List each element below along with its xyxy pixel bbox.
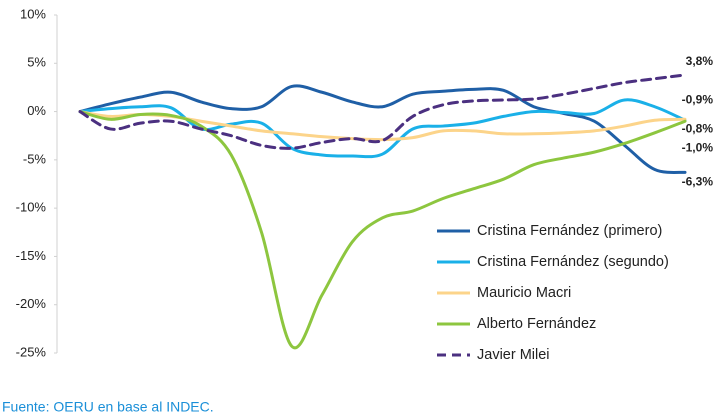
legend-label: Javier Milei <box>477 347 550 363</box>
y-tick-label: 0% <box>27 103 46 118</box>
legend-label: Mauricio Macri <box>477 285 571 301</box>
y-tick-label: -20% <box>16 296 47 311</box>
value-label: -0,8% <box>682 121 714 135</box>
series-line <box>78 84 687 174</box>
value-label: -1,0% <box>682 140 714 154</box>
y-tick-label: -10% <box>16 200 47 215</box>
series-line <box>78 110 687 350</box>
legend-label: Cristina Fernández (segundo) <box>477 254 669 270</box>
series-line <box>78 98 687 159</box>
source: Fuente: OERU en base al INDEC. <box>2 399 214 415</box>
series-line <box>78 73 687 150</box>
y-tick-label: 5% <box>27 55 46 70</box>
y-tick-label: 10% <box>20 6 46 21</box>
y-tick-label: -5% <box>23 151 47 166</box>
y-tick-label: -25% <box>16 344 47 359</box>
value-label: -0,9% <box>682 92 714 106</box>
legend-label: Cristina Fernández (primero) <box>477 223 662 239</box>
legend-label: Alberto Fernández <box>477 316 596 332</box>
value-label: -6,3% <box>682 175 714 189</box>
value-label: 3,8% <box>686 54 714 68</box>
y-tick-label: -15% <box>16 248 47 263</box>
